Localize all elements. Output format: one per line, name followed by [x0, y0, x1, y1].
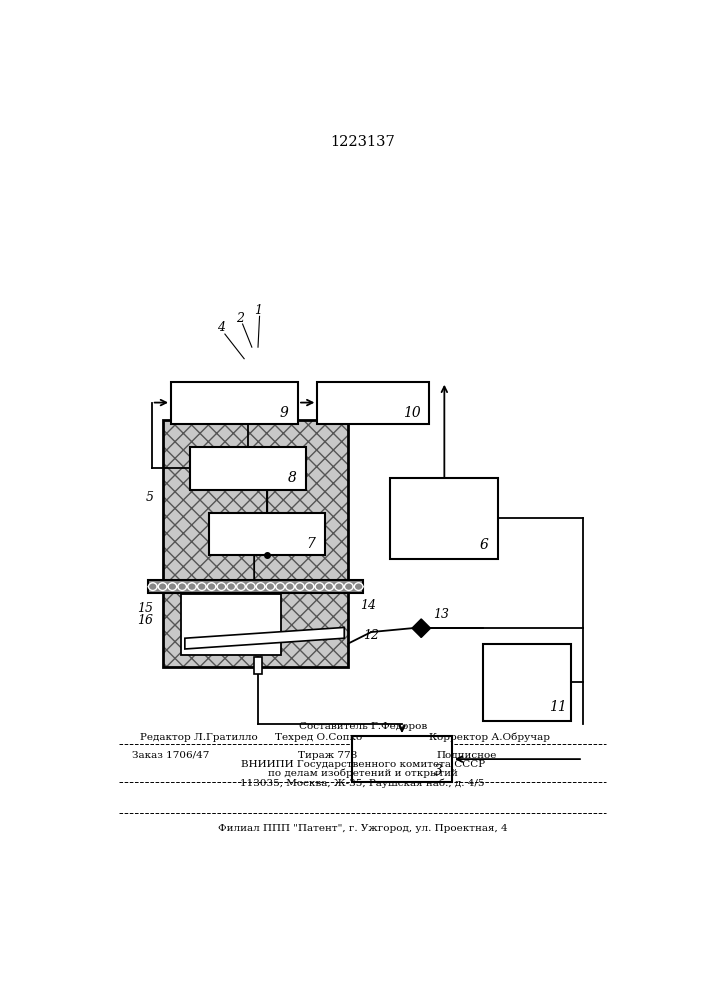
Text: 15: 15: [137, 602, 153, 615]
Bar: [352, 736, 452, 782]
Bar: [190, 447, 305, 490]
Text: 1223137: 1223137: [330, 135, 395, 149]
Bar: [163, 420, 348, 586]
Text: 5: 5: [145, 491, 153, 504]
Bar: [163, 420, 348, 586]
Bar: [254, 657, 262, 674]
Text: 113035, Москва, Ж-35, Раушская наб., д. 4/5: 113035, Москва, Ж-35, Раушская наб., д. …: [240, 778, 485, 788]
Text: 6: 6: [480, 538, 489, 552]
Text: Техред О.Сопко: Техред О.Сопко: [275, 733, 362, 742]
Bar: [163, 420, 348, 586]
Text: Подписное: Подписное: [437, 751, 497, 760]
Polygon shape: [412, 619, 421, 637]
Text: 13: 13: [433, 608, 449, 621]
Text: 10: 10: [403, 406, 421, 420]
Bar: [171, 382, 298, 424]
Polygon shape: [421, 619, 431, 637]
Text: 14: 14: [360, 599, 375, 612]
Text: по делам изобретений и открытий: по делам изобретений и открытий: [268, 769, 457, 778]
Bar: [148, 580, 363, 593]
Bar: [209, 513, 325, 555]
Text: Редактор Л.Гратилло: Редактор Л.Гратилло: [140, 733, 258, 742]
Text: 9: 9: [280, 406, 288, 420]
Text: Тираж 778: Тираж 778: [298, 751, 357, 760]
Text: Филиал ППП "Патент", г. Ужгород, ул. Проектная, 4: Филиал ППП "Патент", г. Ужгород, ул. Про…: [218, 824, 508, 833]
Text: 4: 4: [217, 321, 225, 334]
Polygon shape: [185, 627, 344, 649]
Bar: [163, 586, 348, 667]
Bar: [317, 382, 429, 424]
Text: ВНИИПИ Государственного комитета СССР: ВНИИПИ Государственного комитета СССР: [240, 760, 485, 769]
Bar: [163, 586, 348, 667]
Text: 1: 1: [254, 304, 262, 317]
Text: 7: 7: [307, 536, 315, 550]
Bar: [181, 594, 281, 655]
Text: Заказ 1706/47: Заказ 1706/47: [132, 751, 210, 760]
Bar: [483, 644, 571, 721]
Bar: [163, 586, 348, 667]
Bar: [390, 478, 498, 559]
Text: 11: 11: [549, 700, 566, 714]
Text: 2: 2: [236, 312, 245, 325]
Text: 3: 3: [434, 764, 443, 778]
Text: 8: 8: [288, 471, 296, 485]
Text: 12: 12: [363, 629, 380, 642]
Text: 16: 16: [137, 614, 153, 627]
Text: Составитель Г.Федоров: Составитель Г.Федоров: [298, 722, 427, 731]
Text: Корректор А.Обручар: Корректор А.Обручар: [429, 733, 550, 742]
